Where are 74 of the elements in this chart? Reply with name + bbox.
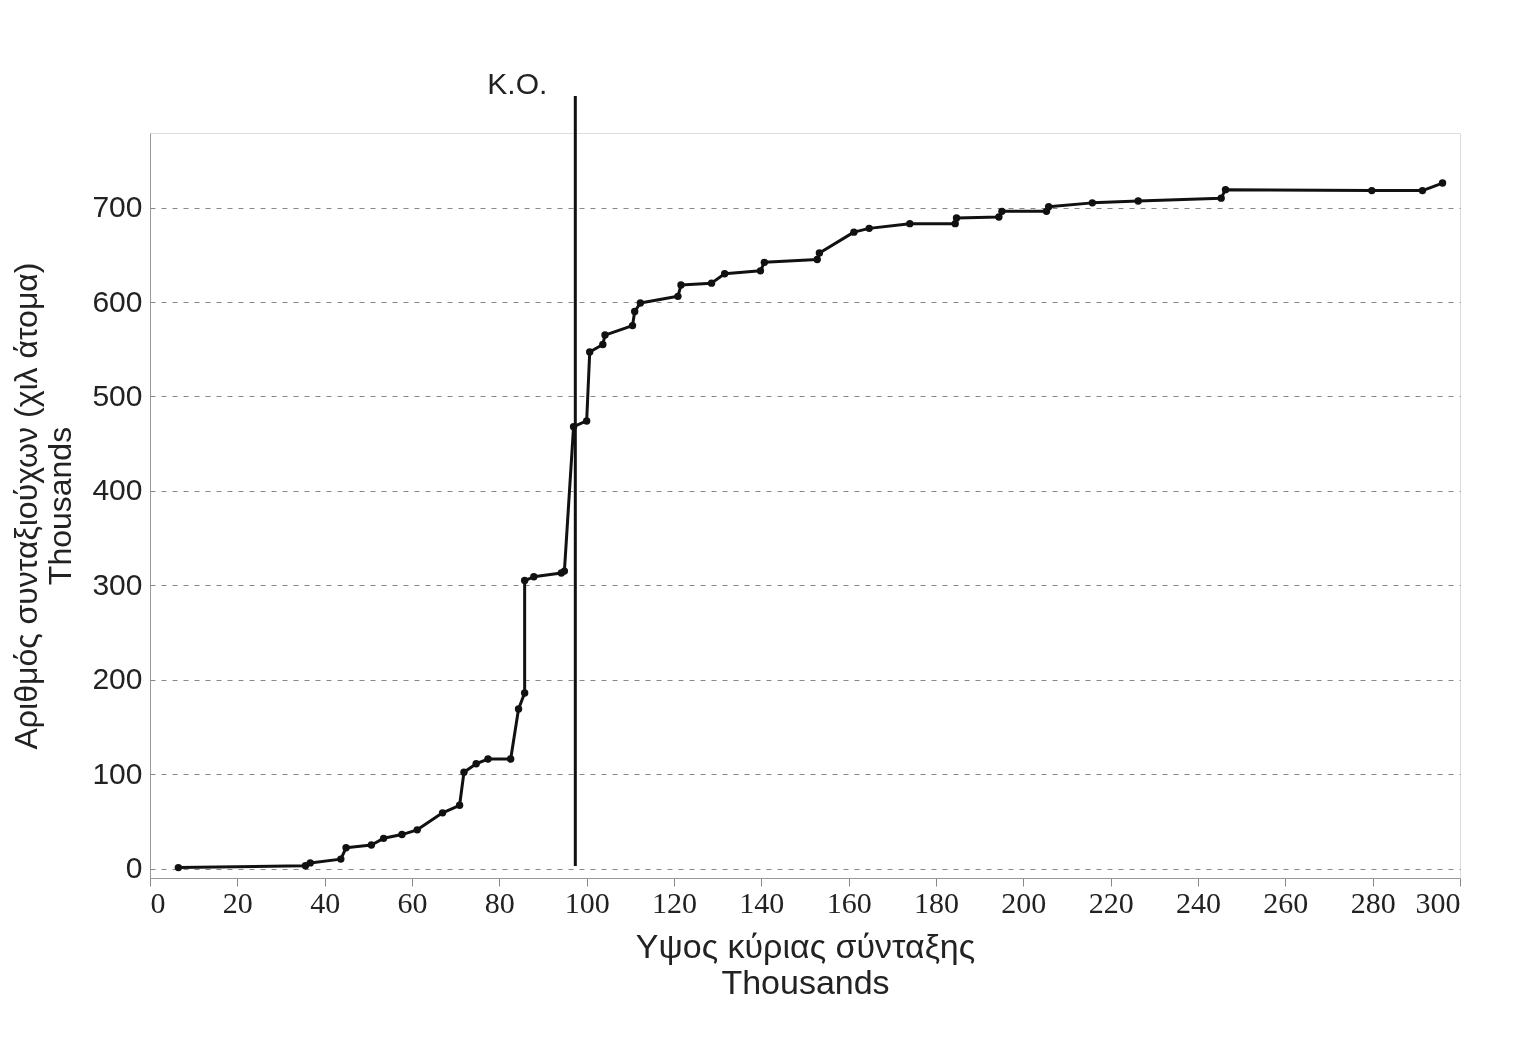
x-tick-label: 80 <box>484 885 515 919</box>
x-tick-label: 40 <box>310 885 341 919</box>
x-tick-label: 300 <box>1415 885 1461 919</box>
point <box>1438 179 1447 187</box>
point <box>906 219 914 228</box>
point <box>707 279 716 287</box>
point <box>398 830 406 839</box>
point <box>174 863 183 872</box>
point <box>760 258 769 267</box>
y-tick-label: 700 <box>92 190 143 224</box>
point <box>998 207 1006 216</box>
point <box>850 228 858 236</box>
y-tick-label: 300 <box>92 567 143 601</box>
point <box>1418 186 1427 195</box>
point <box>1134 197 1142 205</box>
y-tick-label: 200 <box>92 662 143 696</box>
point <box>520 689 529 697</box>
point <box>506 755 515 763</box>
y-tick-label: 0 <box>125 851 143 885</box>
point <box>815 249 824 257</box>
y-axis-title: Αριθμός συνταξιούχων (χιλ άτομα) Thousands <box>8 262 79 750</box>
point <box>674 292 682 301</box>
x-tick-label: 280 <box>1350 885 1396 919</box>
point <box>586 348 594 356</box>
x-tick-label: 100 <box>564 885 610 919</box>
x-tick-label: 240 <box>1176 885 1221 919</box>
y-tick-label: 100 <box>92 756 143 790</box>
point <box>520 576 529 585</box>
y-tick-label: 400 <box>92 473 143 507</box>
x-axis-title: Υψος κύριας σύνταξης Thousands <box>635 926 976 1001</box>
ref-line-label: K.O. <box>487 67 548 100</box>
point <box>413 826 421 834</box>
point <box>337 855 345 863</box>
point <box>460 768 468 776</box>
point <box>1217 194 1225 202</box>
point <box>1368 186 1376 195</box>
point <box>582 417 591 425</box>
x-tick-label: 220 <box>1088 885 1134 919</box>
x-tick-label: 120 <box>652 885 697 919</box>
x-tick-label: 260 <box>1263 885 1309 919</box>
point <box>995 213 1003 221</box>
point <box>530 573 538 581</box>
point <box>1088 199 1097 207</box>
x-tick-label: 60 <box>397 885 428 919</box>
point <box>1044 202 1053 211</box>
x-tick-label: 140 <box>739 885 785 919</box>
point <box>677 281 685 289</box>
y-tick-label: 500 <box>92 378 143 412</box>
point <box>601 331 609 339</box>
x-tick-label: 180 <box>914 885 959 919</box>
point <box>628 321 637 330</box>
point <box>484 755 492 763</box>
point <box>306 859 314 867</box>
y-tick-label: 600 <box>92 284 143 318</box>
point <box>720 269 729 278</box>
point <box>472 760 480 768</box>
x-tick-label: 160 <box>826 885 872 919</box>
point <box>514 705 523 713</box>
x-tick-label: 20 <box>222 885 253 919</box>
point <box>599 340 607 349</box>
point <box>865 224 873 233</box>
point <box>342 844 350 852</box>
point <box>636 299 645 307</box>
point <box>367 841 376 849</box>
point <box>455 801 464 809</box>
point <box>1221 185 1230 194</box>
x-tick-label: 0 <box>150 885 166 919</box>
x-tick-label: 200 <box>1001 885 1047 919</box>
point <box>630 307 639 316</box>
point <box>756 267 765 275</box>
point <box>379 834 388 843</box>
point <box>813 255 821 264</box>
point <box>438 809 447 817</box>
point <box>952 214 961 222</box>
